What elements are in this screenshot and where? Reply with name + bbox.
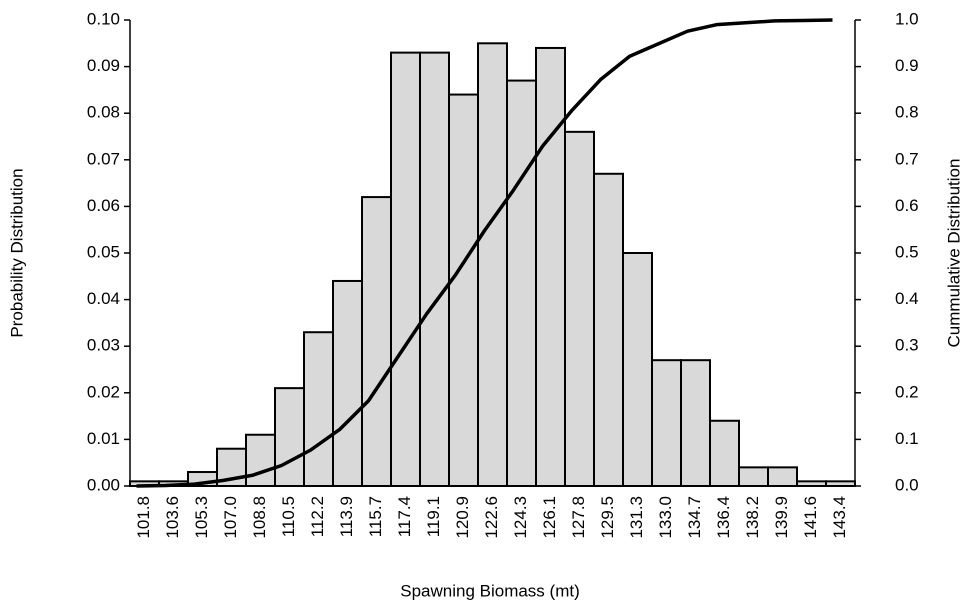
x-tick-label: 110.5 bbox=[279, 496, 298, 537]
x-tick-label: 133.0 bbox=[656, 496, 675, 539]
x-tick-label: 143.4 bbox=[830, 496, 849, 539]
bar bbox=[361, 196, 392, 488]
x-tick-label: 124.3 bbox=[511, 496, 530, 539]
x-tick-label: 107.0 bbox=[221, 496, 240, 539]
bar bbox=[274, 387, 305, 488]
y2-tick-label: 0.5 bbox=[895, 242, 919, 261]
x-tick-label: 103.6 bbox=[163, 496, 182, 539]
x-tick-label: 112.2 bbox=[308, 496, 327, 537]
x-tick-label: 129.5 bbox=[598, 496, 617, 539]
y2-tick-label: 0.9 bbox=[895, 56, 919, 75]
bar bbox=[506, 79, 537, 488]
bar bbox=[680, 359, 711, 487]
bar bbox=[245, 433, 276, 487]
y2-axis-title: Cummulative Distribution bbox=[944, 159, 963, 348]
x-tick-label: 141.6 bbox=[801, 496, 820, 539]
y-tick-label: 0.09 bbox=[87, 56, 120, 75]
y2-tick-label: 1.0 bbox=[895, 9, 919, 28]
bar bbox=[332, 279, 363, 487]
x-tick-label: 126.1 bbox=[540, 496, 559, 539]
x-tick-label: 119.1 bbox=[424, 496, 443, 537]
x-tick-label: 117.4 bbox=[395, 496, 414, 537]
x-tick-label: 139.9 bbox=[772, 496, 791, 539]
y-tick-label: 0.10 bbox=[87, 9, 120, 28]
y-tick-label: 0.01 bbox=[87, 429, 120, 448]
bar bbox=[419, 51, 450, 488]
y-tick-label: 0.02 bbox=[87, 382, 120, 401]
x-tick-label: 115.7 bbox=[366, 496, 385, 537]
y-axis-title: Probability Distribution bbox=[7, 168, 26, 337]
y-tick-label: 0.07 bbox=[87, 149, 120, 168]
y2-tick-label: 0.3 bbox=[895, 336, 919, 355]
y2-tick-label: 0.8 bbox=[895, 103, 919, 122]
x-tick-label: 113.9 bbox=[337, 496, 356, 537]
y2-tick-label: 0.7 bbox=[895, 149, 919, 168]
x-tick-label: 134.7 bbox=[685, 496, 704, 539]
y2-tick-label: 0.0 bbox=[895, 475, 919, 494]
bar bbox=[390, 51, 421, 488]
x-tick-label: 105.3 bbox=[192, 496, 211, 539]
x-tick-label: 138.2 bbox=[743, 496, 762, 539]
x-tick-label: 136.4 bbox=[714, 496, 733, 539]
bar bbox=[709, 419, 740, 488]
bar bbox=[767, 466, 798, 487]
bar bbox=[593, 172, 624, 487]
y-tick-label: 0.04 bbox=[87, 289, 120, 308]
x-tick-label: 108.8 bbox=[250, 496, 269, 539]
y2-tick-label: 0.1 bbox=[895, 429, 919, 448]
bar bbox=[477, 42, 508, 488]
x-tick-label: 122.6 bbox=[482, 496, 501, 539]
bar bbox=[535, 46, 566, 488]
y2-tick-label: 0.4 bbox=[895, 289, 919, 308]
y-tick-label: 0.00 bbox=[87, 475, 120, 494]
cumulative-line bbox=[136, 18, 833, 488]
bar bbox=[622, 252, 653, 487]
y-tick-label: 0.03 bbox=[87, 336, 120, 355]
x-tick-label: 120.9 bbox=[453, 496, 472, 539]
bar bbox=[651, 359, 682, 487]
y-tick-label: 0.08 bbox=[87, 103, 120, 122]
x-tick-label: 131.3 bbox=[627, 496, 646, 539]
bar bbox=[448, 93, 479, 487]
x-axis-title: Spawning Biomass (mt) bbox=[400, 581, 580, 600]
x-tick-label: 127.8 bbox=[569, 496, 588, 539]
y2-tick-label: 0.2 bbox=[895, 382, 919, 401]
x-tick-label: 101.8 bbox=[134, 496, 153, 539]
bar bbox=[564, 130, 595, 487]
y-tick-label: 0.06 bbox=[87, 196, 120, 215]
bar bbox=[303, 331, 334, 487]
y2-tick-label: 0.6 bbox=[895, 196, 919, 215]
y-tick-label: 0.05 bbox=[87, 242, 120, 261]
bar bbox=[738, 466, 769, 487]
